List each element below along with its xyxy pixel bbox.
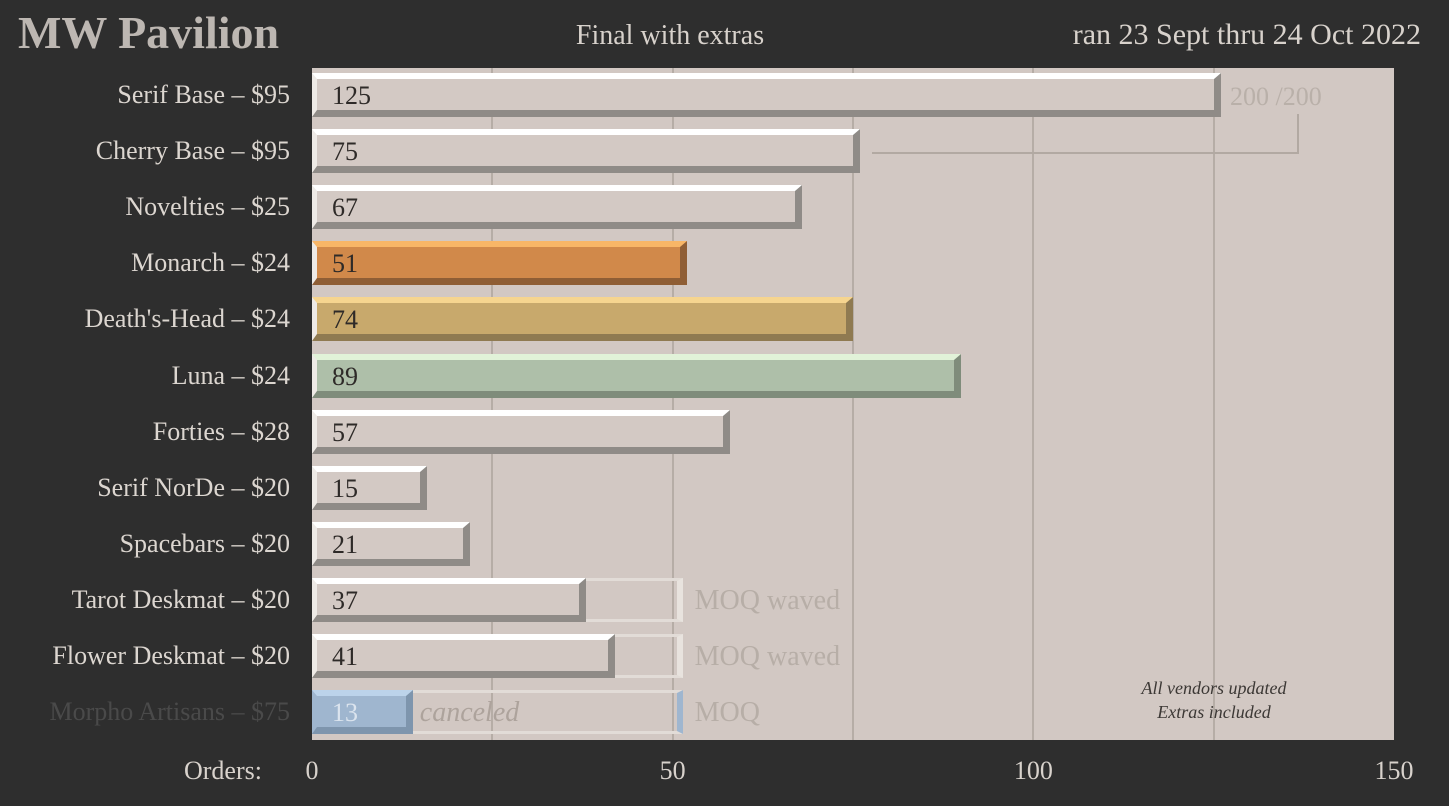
chart-subtitle: Final with extras [575, 20, 765, 51]
bar [312, 577, 586, 622]
category-label: Monarch – $24 [131, 248, 290, 278]
bar-value-label: 74 [332, 305, 358, 335]
moq-note: MOQ [694, 697, 760, 729]
gridline [671, 68, 674, 740]
bar-value-label: 21 [332, 529, 358, 559]
bar [312, 185, 803, 230]
x-tick-label: 100 [1013, 756, 1053, 785]
x-tick-label: 150 [1374, 756, 1414, 785]
bar-value-label: 89 [332, 361, 358, 391]
category-label: Serif NorDe – $20 [97, 472, 290, 502]
bar-value-label: 37 [332, 585, 358, 615]
category-label: Luna – $24 [171, 360, 290, 390]
cap-bracket-vertical [1297, 114, 1299, 154]
category-label: Cherry Base – $95 [95, 136, 290, 166]
bar [312, 241, 687, 286]
gridline [852, 68, 854, 740]
bar-value-label: 15 [332, 473, 358, 503]
bar [312, 521, 471, 566]
category-label: Tarot Deskmat – $20 [71, 584, 290, 614]
x-axis-title: Orders: [184, 756, 262, 785]
moq-note: MOQ waved [694, 641, 841, 672]
bar [312, 465, 428, 510]
gridline [1032, 68, 1035, 740]
canceled-note: canceled [419, 697, 520, 729]
chart-title: MW Pavilion [18, 7, 280, 58]
bar-value-label: 125 [332, 81, 371, 110]
bar [312, 73, 1221, 117]
category-label: Flower Deskmat – $20 [52, 641, 290, 670]
category-label: Spacebars – $20 [119, 528, 290, 558]
bar [312, 409, 731, 454]
bar-value-label: 13 [332, 698, 358, 728]
footnote-line-1: All vendors updated [1141, 678, 1287, 698]
cap-bracket-horizontal [872, 152, 1299, 154]
bar [312, 690, 413, 735]
category-label: Death's-Head – $24 [84, 304, 290, 334]
gridline [1212, 68, 1215, 740]
plot-area: 125 75 67 51 74 89 57 15 21 MOQ waved 37 MOQ waved 4… [312, 68, 1394, 740]
bar [312, 353, 961, 398]
category-label: Forties – $28 [152, 416, 290, 446]
date-range: ran 23 Sept thru 24 Oct 2022 [1072, 18, 1421, 51]
x-tick-label: 0 [305, 756, 319, 785]
bar [312, 129, 860, 174]
x-tick-label: 50 [659, 756, 686, 785]
bar-value-label: 41 [332, 642, 358, 671]
category-label: Morpho Artisans – $75 [49, 697, 291, 727]
category-label: Serif Base – $95 [117, 80, 290, 109]
bar-value-label: 67 [332, 193, 358, 223]
category-label: Novelties – $25 [125, 192, 290, 222]
bar-value-label: 51 [332, 249, 358, 279]
moq-note: MOQ waved [694, 584, 841, 616]
bar [312, 634, 615, 678]
bar-value-label: 57 [332, 417, 358, 447]
footnote-line-2: Extras included [1157, 702, 1271, 722]
bar-value-label: 75 [332, 137, 358, 167]
bar [312, 297, 853, 342]
footnote: All vendors updated Extras included [1092, 676, 1336, 724]
shared-cap-label: 200 /200 [1230, 82, 1322, 111]
gridline [491, 68, 494, 740]
